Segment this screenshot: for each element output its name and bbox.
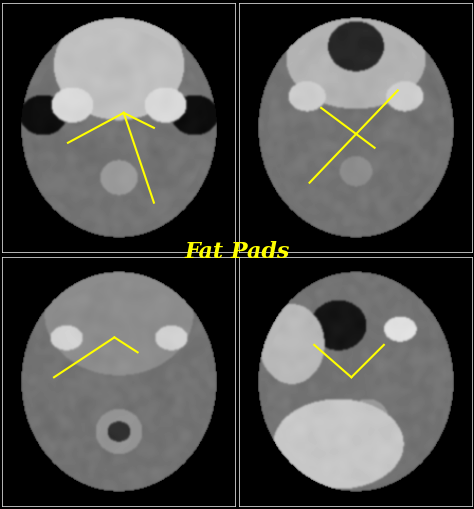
Text: Fat Pads: Fat Pads xyxy=(184,241,290,263)
